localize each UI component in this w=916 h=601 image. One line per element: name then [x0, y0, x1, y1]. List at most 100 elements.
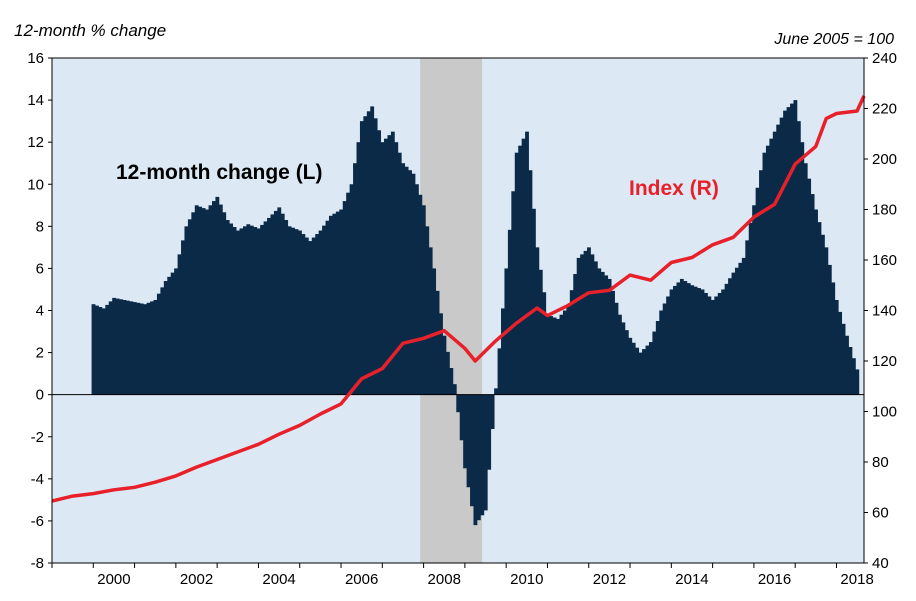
bar [741, 257, 746, 395]
bar [432, 268, 437, 395]
x-tick-label: 2008 [428, 571, 461, 588]
bar [267, 217, 271, 395]
bar [697, 288, 701, 395]
bar [170, 272, 175, 395]
bar [531, 208, 536, 395]
left-tick-label: 10 [27, 176, 44, 193]
bar [769, 138, 774, 395]
bar [590, 254, 595, 395]
bar [752, 205, 757, 395]
bar [518, 145, 523, 395]
left-tick-label: 12 [27, 134, 44, 151]
bar [514, 152, 519, 395]
bar [721, 289, 726, 395]
bar [311, 237, 316, 395]
x-tick-label: 2010 [510, 571, 543, 588]
bar [387, 135, 392, 395]
bar [717, 292, 722, 395]
bar [442, 335, 447, 395]
bar [370, 106, 375, 395]
bar [198, 206, 203, 395]
bar [556, 318, 560, 395]
bars-annotation: 12-month change (L) [116, 161, 323, 184]
left-tick-label: -4 [31, 471, 44, 488]
bar [191, 212, 196, 395]
bar [673, 285, 677, 395]
bar [174, 268, 178, 395]
bar [411, 173, 416, 395]
bar [580, 254, 584, 395]
bar [731, 272, 736, 395]
bar [332, 213, 337, 395]
bar [177, 254, 182, 395]
bar [851, 358, 856, 395]
bar [638, 352, 643, 395]
bar [776, 124, 781, 395]
bar [139, 303, 144, 395]
bar [298, 230, 302, 395]
bar [631, 342, 636, 395]
bar [98, 306, 103, 395]
right-tick-label: 160 [872, 252, 897, 269]
bar [122, 299, 127, 395]
bar [353, 163, 357, 395]
bar [211, 201, 216, 395]
bar [101, 308, 106, 395]
bar [428, 247, 433, 395]
bar [848, 346, 853, 395]
bar [115, 298, 120, 395]
bar [356, 142, 361, 395]
x-axis: 2000 2002 2004 2006 2008 2010 2012 2014 2016 2018 [51, 563, 874, 588]
bar [786, 107, 791, 395]
bar [700, 289, 705, 395]
bar [593, 261, 598, 395]
bar [838, 311, 843, 395]
bar [542, 292, 547, 395]
bar [707, 296, 712, 395]
bar [304, 237, 309, 395]
bar [315, 234, 320, 395]
bar [459, 394, 464, 441]
bar [604, 275, 609, 395]
bar [150, 301, 154, 395]
bar [445, 351, 450, 395]
bar [418, 194, 423, 395]
bar [373, 118, 378, 395]
bar [748, 222, 753, 395]
bar [659, 310, 664, 395]
bar [163, 281, 168, 395]
bar [621, 322, 626, 395]
bar [339, 209, 344, 395]
left-tick-label: 6 [36, 260, 44, 277]
bar-series [91, 100, 860, 526]
bar [480, 394, 485, 516]
bar [783, 110, 787, 395]
bar [390, 131, 395, 395]
bar [676, 282, 681, 395]
bar [397, 152, 402, 395]
bar [384, 138, 388, 395]
bar [456, 394, 461, 413]
bar [194, 205, 199, 395]
bar [796, 121, 801, 395]
x-tick-label: 2006 [345, 571, 378, 588]
bar [346, 192, 351, 395]
bar [824, 247, 829, 395]
bar [724, 283, 729, 395]
bar [246, 224, 251, 395]
bar [710, 299, 715, 395]
bar [614, 302, 619, 395]
bar [256, 228, 261, 395]
bar [810, 194, 815, 395]
bar [817, 222, 822, 395]
bar [545, 314, 550, 395]
bar [655, 321, 660, 395]
bar [380, 142, 385, 395]
bar [452, 384, 457, 395]
bar [273, 210, 278, 395]
bar [184, 226, 189, 395]
bar [549, 316, 554, 395]
bar [236, 230, 240, 395]
left-axis-title: 12-month % change [14, 21, 167, 40]
